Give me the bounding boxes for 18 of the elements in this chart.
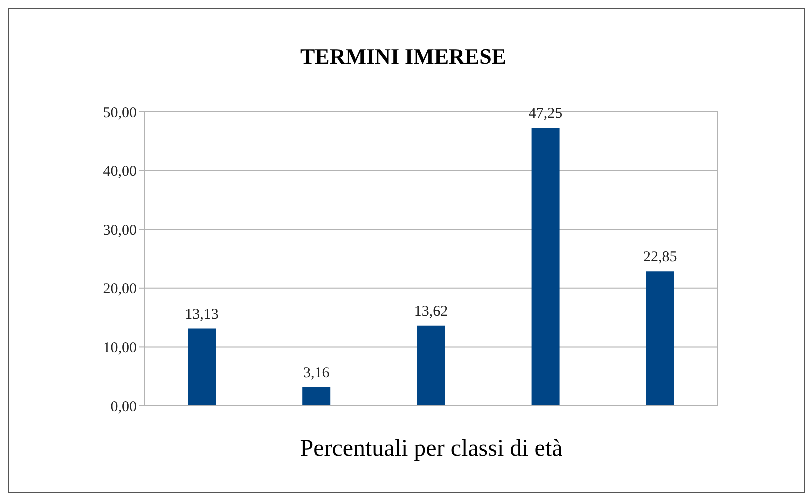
x-axis-title: Percentuali per classi di età [299,436,564,463]
y-tick-label: 10,00 [103,340,137,357]
y-tick-label: 20,00 [103,282,137,298]
y-tick-label: 30,00 [103,222,137,239]
bar [646,272,674,406]
data-label: 3,16 [303,365,330,382]
y-tick-label: 40,00 [103,164,137,180]
bar [302,387,331,406]
data-label: 13,62 [414,304,448,320]
y-tick-label: 0,00 [110,399,137,416]
bar [188,328,216,406]
data-label: 47,25 [528,106,563,122]
data-label: 22,85 [644,250,678,266]
bar [417,326,446,406]
chart-title: TERMINI IMERESE [300,44,508,70]
data-label: 13,13 [185,306,219,323]
y-tick-label: 50,00 [103,105,137,122]
bar [532,128,560,406]
